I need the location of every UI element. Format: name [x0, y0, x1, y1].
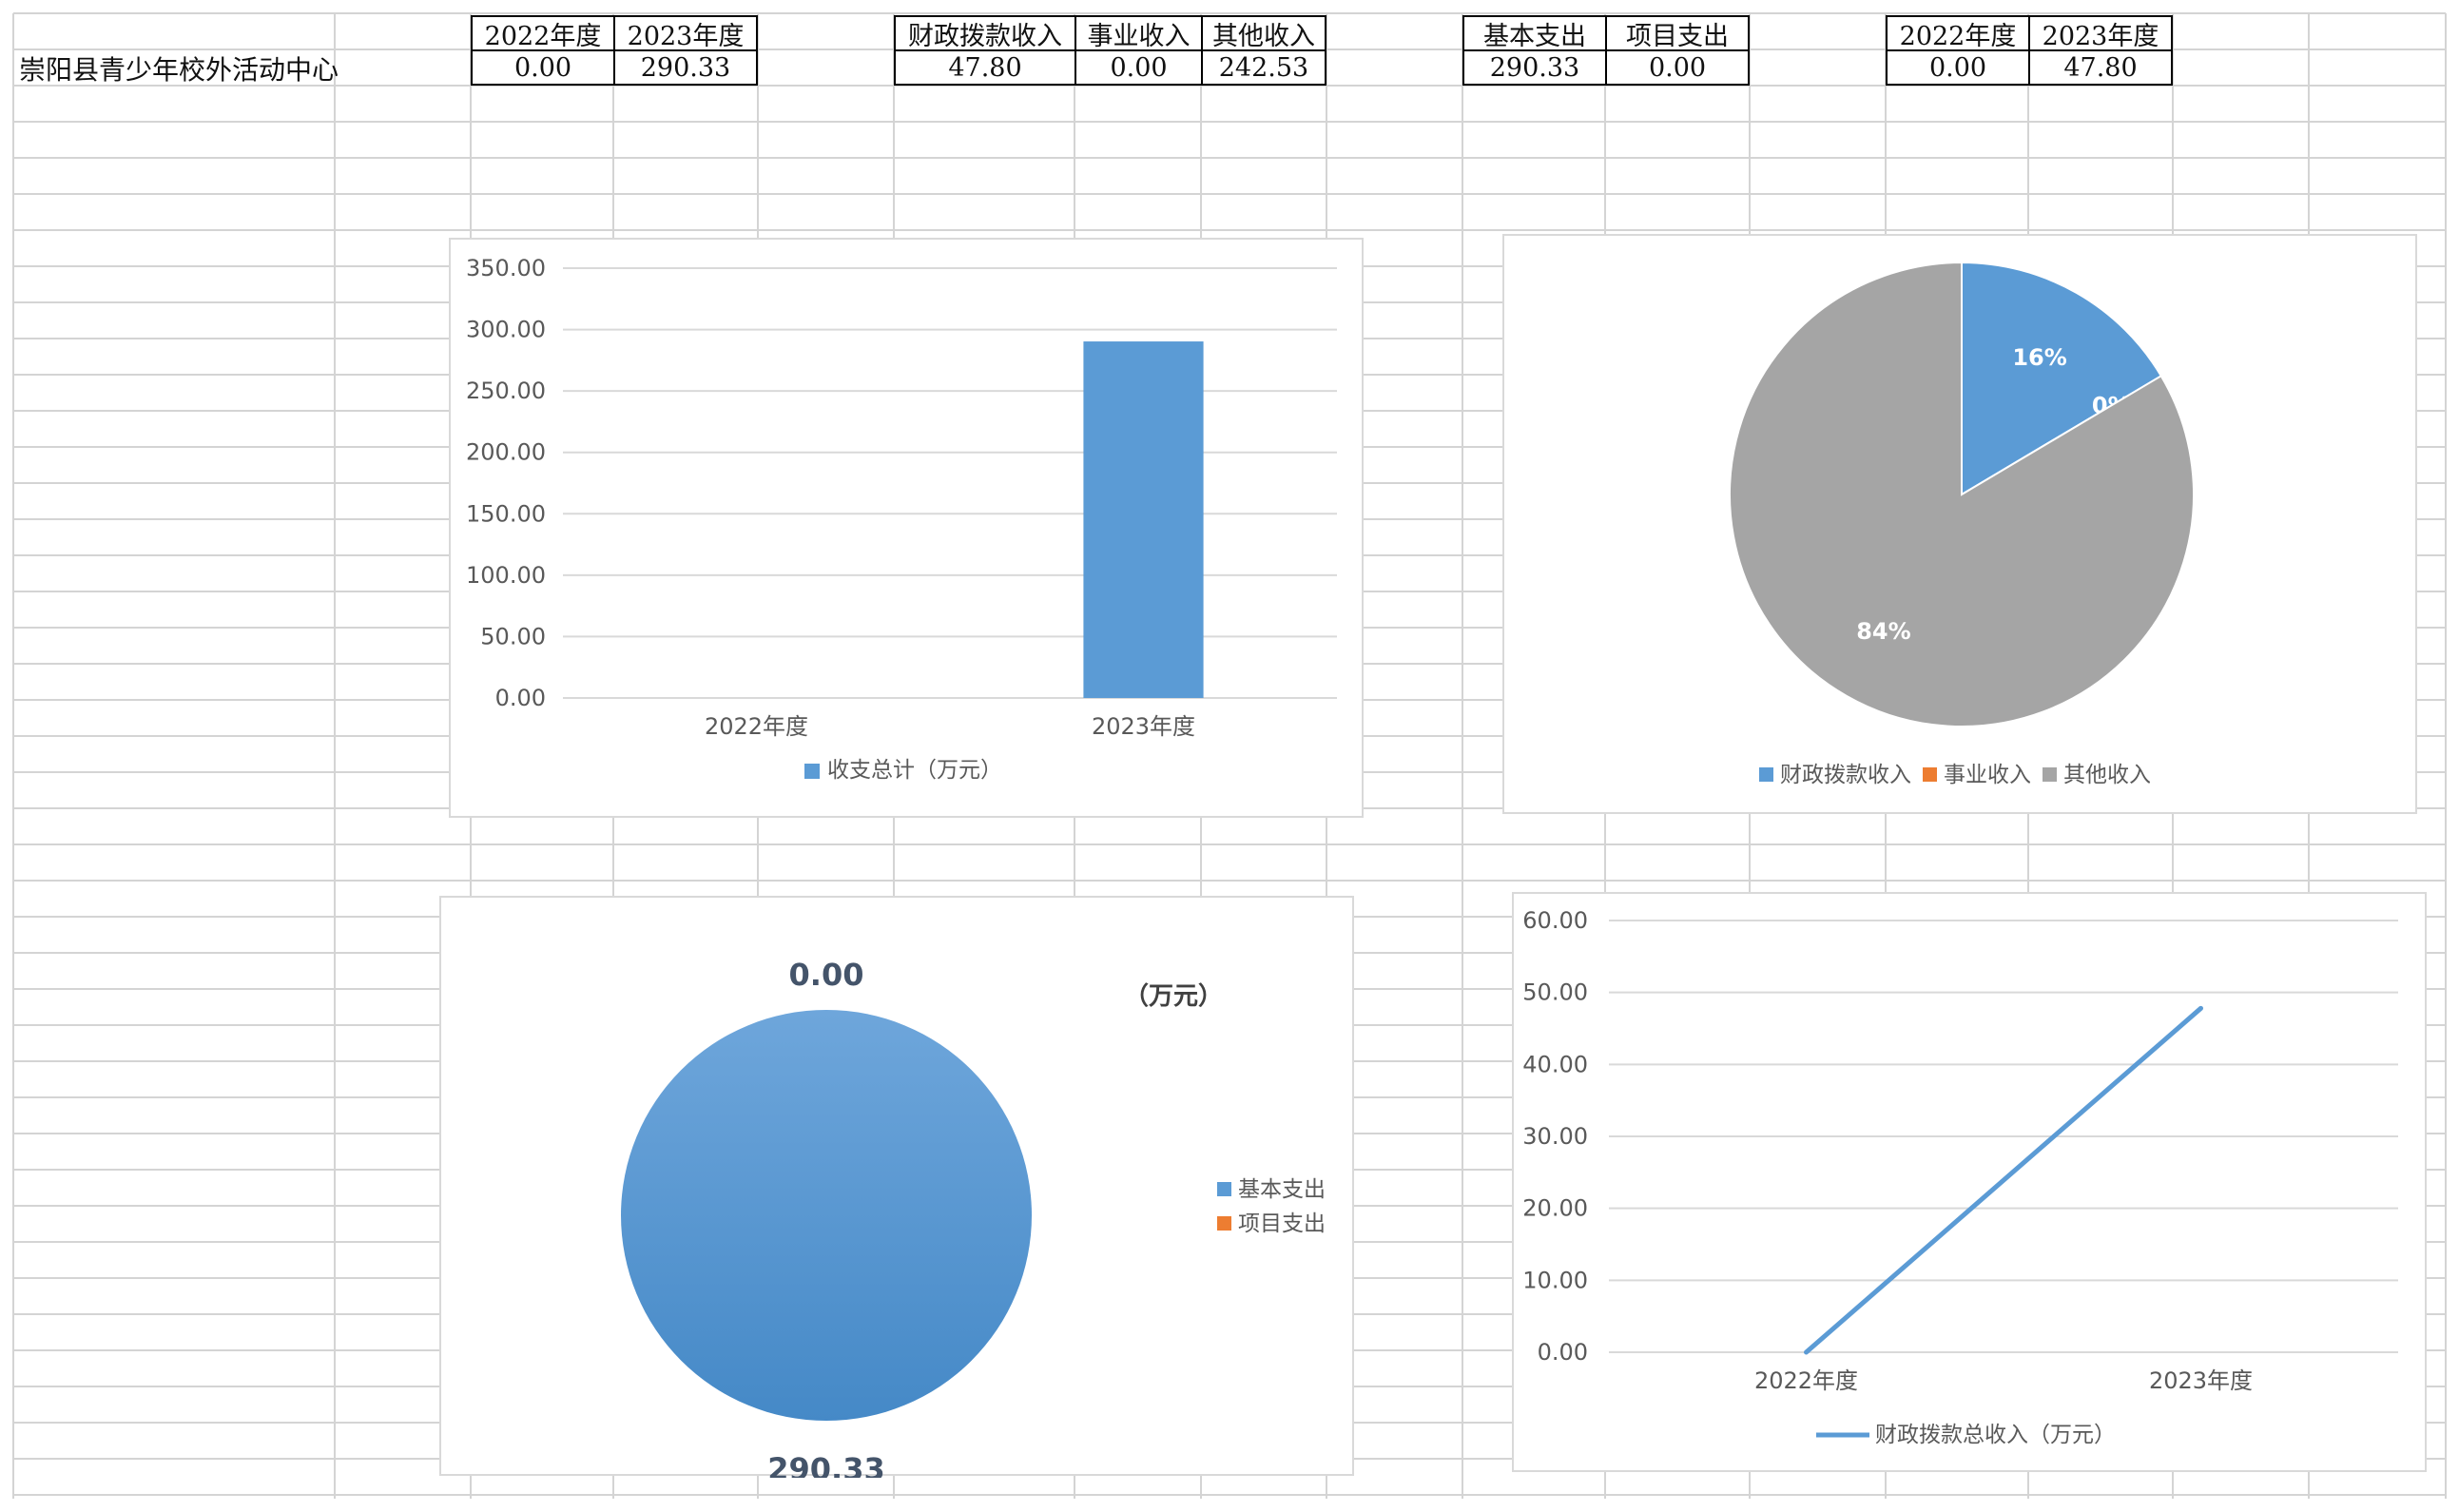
legend-swatch	[804, 764, 820, 779]
legend-label: 收支总计（万元）	[827, 758, 1002, 783]
pie-data-label: 16%	[2012, 344, 2066, 371]
expense-header-basic[interactable]: 基本支出	[1462, 15, 1607, 51]
pie-slice-基本支出[interactable]	[621, 1010, 1032, 1421]
bar-chart-total[interactable]: 0.00 50.00 100.00 150.00 200.00 250.00 300.00 3…	[449, 238, 1364, 818]
fiscal-header-2023[interactable]: 2023年度	[2028, 15, 2173, 51]
expense-header-project[interactable]: 项目支出	[1605, 15, 1750, 51]
income-value-business[interactable]: 0.00	[1075, 49, 1203, 86]
fiscal-value-2022[interactable]: 0.00	[1886, 49, 2030, 86]
y-tick-label: 0.00	[495, 685, 546, 711]
y-tick-label: 300.00	[466, 317, 546, 343]
pie-slice-其他收入[interactable]	[1729, 261, 2195, 727]
y-tick-label: 100.00	[466, 562, 546, 589]
legend-swatch	[1923, 767, 1937, 782]
legend-label: 项目支出	[1238, 1212, 1326, 1236]
unit-annotation: （万元）	[1124, 982, 1223, 1011]
y-tick-label: 30.00	[1522, 1123, 1588, 1150]
income-header-other[interactable]: 其他收入	[1201, 15, 1326, 51]
x-tick-label: 2023年度	[2149, 1367, 2253, 1394]
total-value-2023[interactable]: 290.33	[613, 49, 758, 86]
line-chart-fiscal[interactable]: 0.00 10.00 20.00 30.00 40.00 50.00 60.00 2022年度…	[1512, 892, 2427, 1472]
bar-chart-svg: 0.00 50.00 100.00 150.00 200.00 250.00 300.00 3…	[466, 255, 1337, 783]
bar-2023年度[interactable]	[1083, 341, 1204, 698]
income-value-fiscal[interactable]: 47.80	[894, 49, 1076, 86]
y-tick-label: 0.00	[1538, 1339, 1588, 1366]
legend-swatch	[1217, 1216, 1231, 1231]
fiscal-header-2022[interactable]: 2022年度	[1886, 15, 2030, 51]
pie-data-label: 84%	[1856, 618, 1910, 645]
expense-value-project[interactable]: 0.00	[1605, 49, 1750, 86]
legend-label: 其他收入	[2063, 763, 2151, 787]
pie-data-label: 0.00	[789, 957, 864, 993]
legend-label: 财政拨款收入	[1780, 763, 1911, 787]
pie-chart-expense[interactable]: 290.33 0.00 （万元） 基本支出项目支出	[439, 896, 1354, 1478]
income-header-fiscal[interactable]: 财政拨款收入	[894, 15, 1076, 51]
y-tick-label: 150.00	[466, 500, 546, 527]
y-tick-label: 60.00	[1522, 907, 1588, 934]
legend-swatch	[2043, 767, 2057, 782]
total-header-2022[interactable]: 2022年度	[471, 15, 615, 51]
legend-swatch	[1759, 767, 1773, 782]
org-name[interactable]: 崇阳县青少年校外活动中心	[19, 54, 339, 86]
fiscal-value-2023[interactable]: 47.80	[2028, 49, 2173, 86]
y-tick-label: 50.00	[1522, 979, 1588, 1006]
expense-value-basic[interactable]: 290.33	[1462, 49, 1607, 86]
y-tick-label: 10.00	[1522, 1267, 1588, 1293]
income-header-business[interactable]: 事业收入	[1075, 15, 1203, 51]
y-tick-label: 250.00	[466, 378, 546, 404]
x-tick-label: 2022年度	[705, 713, 808, 740]
legend-swatch	[1217, 1182, 1231, 1196]
income-value-other[interactable]: 242.53	[1201, 49, 1326, 86]
total-header-2023[interactable]: 2023年度	[613, 15, 758, 51]
y-tick-label: 20.00	[1522, 1195, 1588, 1222]
y-tick-label: 40.00	[1522, 1051, 1588, 1077]
legend-label: 基本支出	[1238, 1177, 1326, 1202]
pie-data-label: 290.33	[767, 1451, 884, 1478]
y-tick-label: 50.00	[480, 623, 546, 649]
total-value-2022[interactable]: 0.00	[471, 49, 615, 86]
y-tick-label: 350.00	[466, 255, 546, 281]
line-chart-svg: 0.00 10.00 20.00 30.00 40.00 50.00 60.00 2022年度…	[1522, 907, 2398, 1447]
y-tick-label: 200.00	[466, 439, 546, 466]
legend-label: 财政拨款总收入（万元）	[1875, 1423, 2116, 1447]
pie-slice-财政拨款收入[interactable]	[1961, 261, 2163, 496]
x-tick-label: 2023年度	[1092, 713, 1195, 740]
x-tick-label: 2022年度	[1754, 1367, 1858, 1394]
legend-label: 事业收入	[1944, 763, 2031, 787]
line-series[interactable]	[1804, 1005, 2203, 1355]
